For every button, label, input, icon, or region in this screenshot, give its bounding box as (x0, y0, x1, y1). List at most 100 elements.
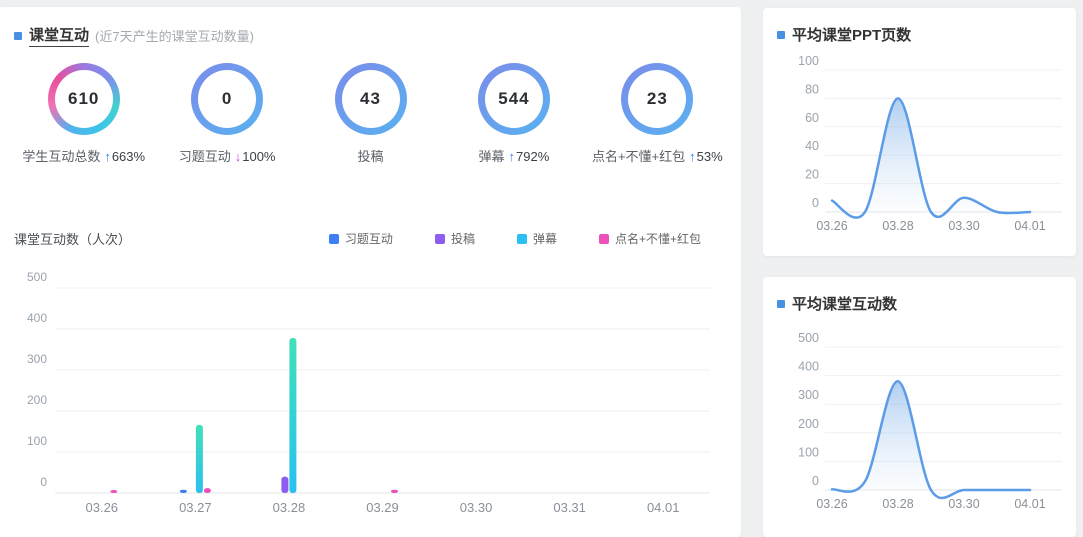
y-axis-tick-label: 100 (27, 434, 47, 448)
y-axis-tick-label: 0 (812, 474, 819, 488)
stat-label-text: 点名+不懂+红包 (591, 149, 686, 164)
bar-弹幕-03.27 (195, 424, 203, 493)
stat-label: 学生互动总数 ↑663% (22, 146, 145, 165)
y-axis-tick-label: 100 (798, 445, 819, 459)
bar-chart-header: 课堂互动数（人次） 习题互动 投稿 弹幕 点名+不懂+红包 (14, 229, 701, 248)
y-axis-tick-label: 0 (812, 196, 819, 210)
avg-interaction-line-chart: 0 100 200 300 400 500 03.26 03.28 03.30 04.01 (798, 331, 1062, 511)
series-line (830, 97, 1032, 219)
panel-header: 平均课堂PPT页数 (763, 8, 1076, 45)
panel-subtitle: (近7天产生的课堂互动数量) (95, 29, 254, 44)
area-fill (832, 381, 1030, 499)
y-axis-tick-label: 300 (798, 388, 819, 402)
bar-习题互动-03.27 (179, 489, 187, 493)
y-axis-tick-label: 40 (805, 139, 819, 153)
stats-row: 610 学生互动总数 ↑663% 0 习题互动 ↓100% 43 投稿 544 弹幕 ↑792% 23… (0, 47, 741, 165)
y-axis-tick-label: 400 (27, 311, 47, 325)
ppt-pages-line-chart: 0 20 40 60 80 100 03.26 03.28 03.30 04.01 (798, 54, 1062, 233)
stat-item-4: 544 弹幕 ↑792% (442, 63, 585, 165)
legend-label: 点名+不懂+红包 (614, 232, 701, 246)
stat-value: 610 (54, 70, 113, 128)
x-axis-tick-label: 03.28 (882, 219, 913, 233)
stat-item-5: 23 点名+不懂+红包 ↑53% (586, 63, 729, 165)
avg-ppt-pages-panel: 平均课堂PPT页数 0 20 40 60 80 100 03.26 03.28 03.30 04.… (763, 8, 1076, 256)
stat-value: 43 (341, 70, 400, 128)
stat-label: 点名+不懂+红包 ↑53% (592, 146, 723, 165)
panel-header: 课堂互动 (近7天产生的课堂互动数量) (0, 7, 741, 47)
stat-label-text: 投稿 (357, 149, 384, 164)
stat-ring: 0 (191, 63, 264, 135)
x-axis-tick-label: 03.26 (816, 219, 847, 233)
trend-up-icon: ↑ (104, 149, 111, 164)
legend-item-习题互动[interactable]: 习题互动 (328, 230, 393, 247)
stat-item-3: 43 投稿 (299, 63, 442, 165)
panel-title-avg-interaction: 平均课堂互动数 (792, 296, 898, 313)
trend-up-icon: ↑ (508, 149, 516, 164)
stat-item-1: 610 学生互动总数 ↑663% (12, 63, 155, 165)
x-axis-tick-label: 03.30 (948, 219, 979, 233)
y-axis-tick-label: 300 (27, 352, 47, 366)
bar-点名+不懂+红包-03.26 (110, 490, 118, 493)
stat-value: 23 (628, 70, 687, 128)
stat-value: 0 (198, 70, 257, 128)
legend-item-投稿[interactable]: 投稿 (434, 230, 475, 247)
legend-swatch-icon (328, 233, 339, 244)
x-axis-tick-label: 04.01 (1014, 219, 1045, 233)
legend-swatch-icon (598, 233, 609, 244)
y-axis-tick-label: 500 (798, 331, 819, 345)
stat-label: 弹幕 ↑792% (479, 146, 550, 165)
x-axis-tick-label: 03.28 (273, 500, 306, 515)
y-axis-tick-label: 100 (798, 54, 819, 68)
trend-value: 53% (696, 149, 723, 164)
x-axis-tick-label: 03.27 (179, 500, 212, 515)
stat-label-text: 弹幕 (478, 149, 505, 164)
bar-弹幕-03.28 (289, 338, 297, 493)
panel-bullet-icon (777, 30, 785, 39)
x-axis-tick-label: 04.01 (1014, 497, 1045, 511)
trend-value: 792% (516, 149, 550, 164)
avg-interaction-panel: 平均课堂互动数 0 100 200 300 400 500 03.26 03.28 03.30 0… (763, 277, 1076, 537)
series-line (830, 380, 1032, 500)
stat-ring: 23 (621, 63, 694, 135)
y-axis-tick-label: 0 (40, 475, 47, 489)
y-axis-tick-label: 60 (805, 111, 819, 125)
bar-chart-title: 课堂互动数（人次） (14, 232, 132, 247)
x-axis-tick-label: 03.28 (882, 497, 913, 511)
y-axis-tick-label: 20 (805, 168, 819, 182)
panel-bullet-icon (14, 31, 22, 40)
area-fill (832, 98, 1030, 218)
y-axis-tick-label: 200 (27, 393, 47, 407)
bar-点名+不懂+红包-03.27 (203, 488, 211, 494)
y-axis-tick-label: 400 (798, 360, 819, 374)
stat-label: 投稿 (358, 146, 384, 165)
stat-ring: 610 (47, 63, 120, 135)
y-axis-tick-label: 500 (27, 270, 47, 284)
stat-ring: 544 (477, 63, 550, 135)
trend-up-icon: ↑ (689, 149, 696, 164)
x-axis-tick-label: 03.30 (460, 500, 493, 515)
panel-header: 平均课堂互动数 (763, 277, 1076, 314)
x-axis-tick-label: 03.26 (86, 500, 119, 515)
legend-item-弹幕[interactable]: 弹幕 (516, 230, 557, 247)
y-axis-tick-label: 80 (805, 82, 819, 96)
stat-label-text: 学生互动总数 (22, 149, 101, 164)
bar-点名+不懂+红包-03.29 (391, 489, 398, 493)
panel-bullet-icon (777, 299, 785, 308)
stat-item-2: 0 习题互动 ↓100% (155, 63, 298, 165)
legend-label: 弹幕 (532, 232, 557, 246)
bar-投稿-03.28 (281, 476, 289, 493)
x-axis-tick-label: 03.26 (816, 497, 847, 511)
y-axis-tick-label: 200 (798, 417, 819, 431)
stat-label: 习题互动 ↓100% (179, 146, 276, 165)
panel-title-classroom-interaction[interactable]: 课堂互动 (29, 24, 90, 47)
panel-title-avg-ppt-pages: 平均课堂PPT页数 (792, 27, 912, 44)
classroom-interaction-panel: 课堂互动 (近7天产生的课堂互动数量) 610 学生互动总数 ↑663% 0 习题互动 ↓… (0, 7, 741, 537)
legend-swatch-icon (434, 233, 445, 244)
legend-item-点名+不懂+红包[interactable]: 点名+不懂+红包 (598, 230, 701, 247)
legend-swatch-icon (516, 233, 527, 244)
x-axis-tick-label: 04.01 (647, 500, 680, 515)
x-axis-tick-label: 03.30 (948, 497, 979, 511)
trend-down-icon: ↓ (234, 149, 242, 164)
interaction-bar-chart: 0 100 200 300 400 500 03.26 03.27 03.28 03.29 03.3… (27, 270, 710, 515)
bar-chart-legend: 习题互动 投稿 弹幕 点名+不懂+红包 (328, 230, 701, 247)
